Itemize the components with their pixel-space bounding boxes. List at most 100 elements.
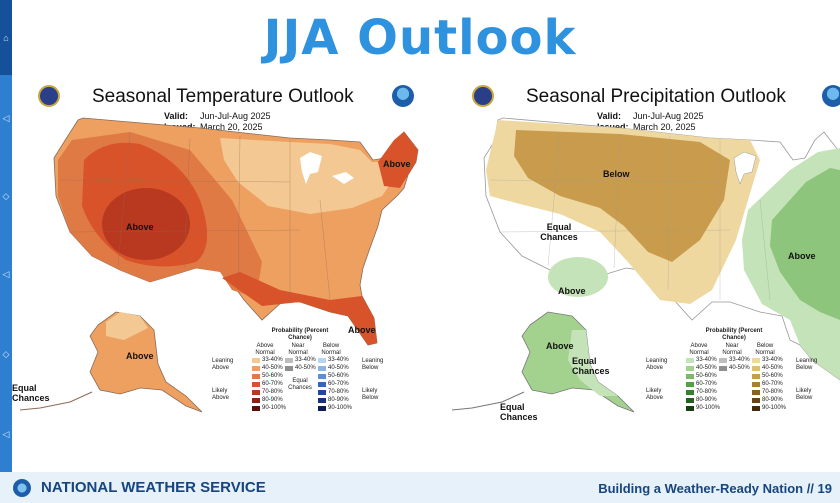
valid-value: Jun-Jul-Aug 2025 <box>633 111 704 121</box>
sidebar-marker-icon: ◇ <box>2 191 10 201</box>
temp-label-above-west: Above <box>126 222 154 232</box>
precip-dry-core-zone <box>514 130 730 262</box>
legend-range-above: 60-70% <box>696 381 717 387</box>
legend-side-likely-above: Likely Above <box>212 388 230 401</box>
temp-label-equal-chances: Equal Chances <box>12 383 50 403</box>
legend-swatch-below <box>752 406 760 411</box>
legend-swatch-below <box>318 358 326 363</box>
legend-side-leaning-below: Leaning Below <box>796 358 818 371</box>
legend-range-below: 60-70% <box>328 381 349 387</box>
legend-range-above: 40-50% <box>262 365 283 371</box>
temp-alaska-chain <box>19 391 93 411</box>
legend-side-likely-below: Likely Below <box>362 388 379 401</box>
legend-swatch-below <box>752 374 760 379</box>
issued-value: March 20, 2025 <box>633 122 696 132</box>
legend-swatch-below <box>318 390 326 395</box>
precip-wet-southwest-zone <box>548 257 608 297</box>
temp-state-lines <box>59 131 331 301</box>
legend-range-below: 50-60% <box>762 373 783 379</box>
legend-range-above: 70-80% <box>262 389 283 395</box>
legend-range-near: 33-40% <box>295 357 316 363</box>
legend-range-above: 50-60% <box>696 373 717 379</box>
legend-range-above: 80-90% <box>262 397 283 403</box>
legend-swatch-above <box>686 366 694 371</box>
legend-side-likely-below: Likely Below <box>796 388 813 401</box>
legend-range-below: 80-90% <box>762 397 783 403</box>
legend-swatch-below <box>318 382 326 387</box>
legend-swatch-below <box>318 406 326 411</box>
legend-swatch-above <box>686 390 694 395</box>
legend-range-below: 50-60% <box>328 373 349 379</box>
legend-swatch-above <box>252 390 260 395</box>
legend-header-above: Above Normal <box>689 343 709 356</box>
legend-range-above: 60-70% <box>262 381 283 387</box>
precip-label-equal-chances: Equal Chances <box>540 222 578 242</box>
precip-state-lines <box>489 131 771 301</box>
valid-value: Jun-Jul-Aug 2025 <box>200 111 271 121</box>
precip-label-above-east: Above <box>788 251 816 261</box>
temp-alaska-light <box>106 312 148 340</box>
legend-swatch-near <box>719 366 727 371</box>
legend-range-below: 33-40% <box>328 357 349 363</box>
legend-range-above: 70-80% <box>696 389 717 395</box>
valid-label: Valid: <box>597 111 622 121</box>
legend-range-above: 90-100% <box>262 405 287 411</box>
temp-label-above-alaska: Above <box>126 351 154 361</box>
legend-range-below: 40-50% <box>328 365 349 371</box>
footer-tagline: Building a Weather-Ready Nation // 19 <box>598 481 832 496</box>
legend-range-near: 33-40% <box>729 357 750 363</box>
legend-swatch-above <box>252 374 260 379</box>
legend-swatch-above <box>686 358 694 363</box>
legend-swatch-above <box>686 406 694 411</box>
precip-label-equal-chances-aleutians: Equal Chances <box>500 402 538 422</box>
legend-swatch-above <box>252 398 260 403</box>
legend-swatch-above <box>686 382 694 387</box>
legend-swatch-above <box>252 366 260 371</box>
legend-range-below: 70-80% <box>328 389 349 395</box>
temp-great-lakes <box>332 172 354 184</box>
legend-header-near: Near Normal <box>288 343 308 356</box>
legend-title: Probability (Percent Chance) <box>271 328 329 341</box>
legend-side-leaning-above: Leaning Above <box>646 358 668 371</box>
legend-swatch-near <box>285 366 293 371</box>
noaa-logo-icon <box>822 85 840 107</box>
precip-label-above-alaska: Above <box>546 341 574 351</box>
legend-range-below: 70-80% <box>762 389 783 395</box>
sidebar-marker-icon: ◇ <box>2 349 10 359</box>
legend-swatch-below <box>752 382 760 387</box>
legend-range-below: 33-40% <box>762 357 783 363</box>
precipitation-map-title: Seasonal Precipitation Outlook <box>526 86 786 107</box>
legend-range-near: 40-50% <box>295 365 316 371</box>
legend-swatch-below <box>752 398 760 403</box>
legend-range-above: 50-60% <box>262 373 283 379</box>
temp-southeast-zone <box>222 272 377 345</box>
legend-header-below: Below Normal <box>321 343 341 356</box>
doc-seal-icon <box>38 85 60 107</box>
legend-range-above: 33-40% <box>262 357 283 363</box>
slide-sidebar[interactable]: ⌂ ◁ ◇ ◁ ◇ ◁ <box>0 0 12 503</box>
precip-alaska-light <box>568 330 618 396</box>
sidebar-marker-icon: ◁ <box>2 269 10 279</box>
legend-range-above: 90-100% <box>696 405 721 411</box>
legend-side-leaning-below: Leaning Below <box>362 358 384 371</box>
legend-swatch-below <box>752 358 760 363</box>
precip-label-below: Below <box>603 169 630 179</box>
legend-range-above: 80-90% <box>696 397 717 403</box>
temp-northeast-zone <box>378 132 418 188</box>
legend-side-leaning-above: Leaning Above <box>212 358 234 371</box>
legend-swatch-near <box>285 358 293 363</box>
legend-swatch-above <box>252 358 260 363</box>
footer-bar: NATIONAL WEATHER SERVICE Building a Weat… <box>0 472 840 503</box>
issued-value: March 20, 2025 <box>200 122 263 132</box>
legend-swatch-above <box>252 382 260 387</box>
legend-swatch-below <box>318 398 326 403</box>
page-title: JJA Outlook <box>263 10 577 66</box>
legend-swatch-below <box>752 366 760 371</box>
legend-header-below: Below Normal <box>755 343 775 356</box>
temp-label-above-northeast: Above <box>383 159 411 169</box>
temp-label-above-florida: Above <box>348 325 376 335</box>
precip-wet-east-strong <box>770 168 840 320</box>
sidebar-scroll-thumb[interactable] <box>0 0 12 75</box>
legend-side-equal-chances: Equal Chances <box>288 378 312 391</box>
legend-swatch-near <box>719 358 727 363</box>
